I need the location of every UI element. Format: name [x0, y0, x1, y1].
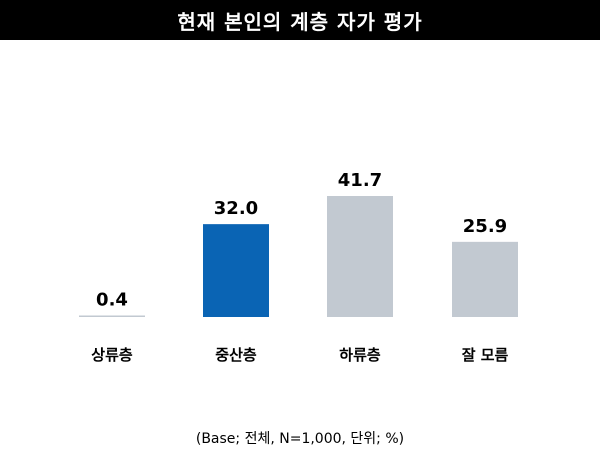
chart-title: 현재 본인의 계층 자가 평가 — [177, 9, 423, 34]
bar-1 — [79, 315, 145, 317]
bar-chart: 0.4 상류층 32.0 중산층 41.7 하류층 25.9 잘 모름 — [79, 170, 518, 364]
footnote: (Base; 전체, N=1,000, 단위; %) — [195, 431, 405, 447]
value-label-1: 0.4 — [96, 290, 128, 311]
bar-3 — [327, 196, 393, 317]
value-label-2: 32.0 — [214, 198, 258, 219]
category-label-2: 중산층 — [215, 346, 257, 364]
title-bar: 현재 본인의 계층 자가 평가 — [0, 0, 600, 40]
category-label-1: 상류층 — [91, 346, 133, 364]
category-label-4: 잘 모름 — [462, 346, 509, 364]
value-label-4: 25.9 — [463, 216, 507, 237]
value-label-3: 41.7 — [338, 170, 382, 191]
bar-2 — [203, 224, 269, 317]
category-label-3: 하류층 — [339, 346, 381, 364]
bar-4 — [452, 241, 518, 317]
